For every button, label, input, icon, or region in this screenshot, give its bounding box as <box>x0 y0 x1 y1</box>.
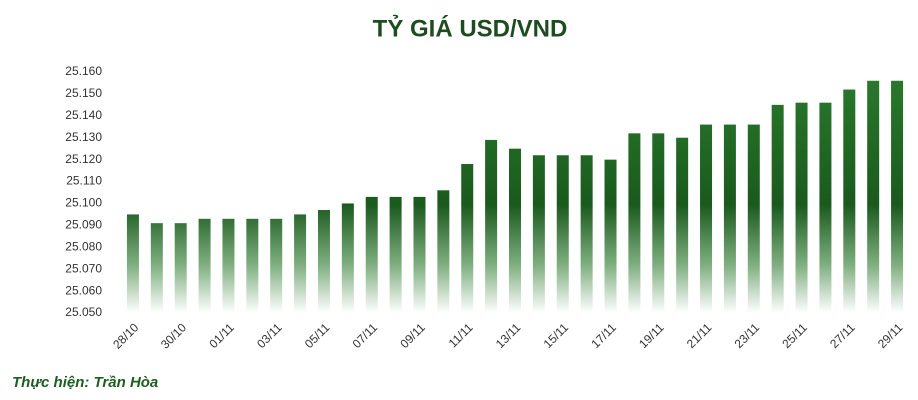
bar <box>747 124 760 313</box>
x-tick-label: 28/10 <box>110 320 141 351</box>
bar <box>771 104 784 313</box>
x-tick-label: 21/11 <box>684 320 715 351</box>
bar <box>604 159 617 313</box>
y-tick-label: 25.090 <box>65 218 102 232</box>
bar <box>485 139 498 313</box>
bar <box>676 137 689 313</box>
bar <box>198 218 211 313</box>
bar <box>795 102 808 313</box>
bar <box>246 218 259 313</box>
bar <box>723 124 736 313</box>
bar <box>437 190 450 313</box>
bar <box>867 80 880 313</box>
y-tick-label: 25.120 <box>65 152 102 166</box>
x-tick-label: 17/11 <box>588 320 619 351</box>
x-tick-label: 23/11 <box>732 320 763 351</box>
bar <box>652 133 665 313</box>
y-tick-label: 25.100 <box>65 196 102 210</box>
x-tick-label: 11/11 <box>446 320 476 350</box>
x-tick-label: 09/11 <box>397 320 428 351</box>
y-tick-label: 25.070 <box>65 261 102 275</box>
bar <box>294 214 307 313</box>
x-tick-label: 29/11 <box>875 320 906 351</box>
y-tick-label: 25.140 <box>65 108 102 122</box>
bar <box>580 155 593 313</box>
x-tick-label: 01/11 <box>206 320 237 351</box>
x-tick-label: 03/11 <box>254 320 285 351</box>
bar <box>150 223 163 313</box>
bar <box>174 223 187 313</box>
y-tick-label: 25.080 <box>65 239 102 253</box>
chart-title: TỶ GIÁ USD/VND <box>373 13 568 42</box>
bar <box>700 124 713 313</box>
credit: Thực hiện: Trần Hòa <box>12 374 158 391</box>
bar <box>843 89 856 313</box>
x-tick-label: 13/11 <box>493 320 524 351</box>
bar <box>270 218 283 313</box>
y-tick-label: 25.160 <box>65 64 102 78</box>
x-tick-label: 27/11 <box>827 320 858 351</box>
x-tick-label: 05/11 <box>302 320 333 351</box>
bar <box>389 196 402 313</box>
bar <box>222 218 235 313</box>
bar <box>126 214 139 313</box>
x-tick-label: 25/11 <box>779 320 810 351</box>
y-tick-label: 25.110 <box>66 174 102 188</box>
bar <box>365 196 378 313</box>
bar <box>891 80 904 313</box>
bar <box>532 155 545 313</box>
bar <box>509 148 521 313</box>
bar <box>628 133 641 313</box>
bar <box>556 155 569 313</box>
y-tick-label: 25.130 <box>65 130 102 144</box>
x-tick-label: 19/11 <box>636 320 667 351</box>
x-tick-label: 07/11 <box>350 320 381 351</box>
bar <box>317 210 330 313</box>
bar <box>413 196 426 313</box>
y-tick-label: 25.050 <box>65 305 102 319</box>
x-tick-label: 15/11 <box>541 320 572 351</box>
y-tick-label: 25.150 <box>65 86 102 100</box>
bar <box>819 102 832 313</box>
bar <box>461 164 474 313</box>
bar <box>341 203 354 313</box>
y-tick-label: 25.060 <box>65 283 102 297</box>
x-tick-label: 30/10 <box>158 320 189 351</box>
